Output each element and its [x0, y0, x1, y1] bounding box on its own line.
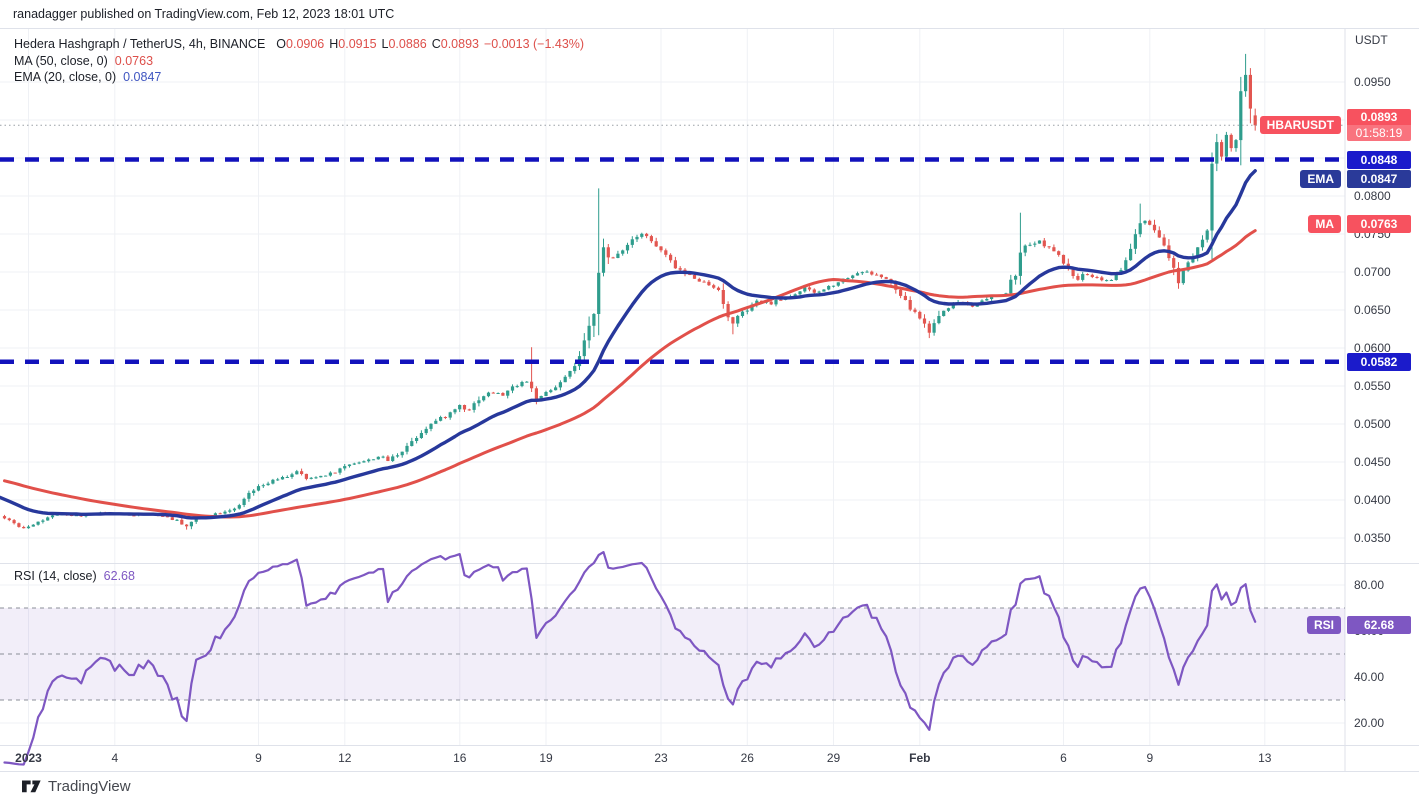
time-tick-label: 13	[1258, 751, 1272, 765]
ema-tag: EMA	[1300, 170, 1341, 189]
price-tick-label: 0.0800	[1354, 189, 1391, 203]
candles	[2, 53, 1257, 530]
rsi-line	[3, 551, 1257, 766]
price-tick-label: 0.0700	[1354, 265, 1391, 279]
price-tick-label: 0.0600	[1354, 341, 1391, 355]
rsi-label: RSI (14, close)	[14, 569, 97, 583]
ma-badge: 0.0763	[1347, 215, 1411, 234]
price-tick-label: 0.0500	[1354, 417, 1391, 431]
ohlc-high-key: H	[329, 37, 339, 51]
time-tick-label: 2023	[15, 751, 42, 765]
ma-label: MA (50, close, 0)	[14, 53, 108, 68]
ma-tag: MA	[1308, 215, 1341, 234]
change-value: −0.0013 (−1.43%)	[483, 37, 585, 51]
rsi-tick-label: 40.00	[1354, 670, 1384, 684]
price-tick-label: 0.0650	[1354, 303, 1391, 317]
time-tick-label: 6	[1060, 751, 1067, 765]
time-tick-label: 16	[453, 751, 467, 765]
ohlc-open-value: 0.0906	[286, 37, 325, 51]
price-tick-label: 0.0450	[1354, 455, 1391, 469]
rsi-value: 62.68	[103, 569, 135, 583]
ohlc-low-key: L	[381, 37, 389, 51]
time-tick-label: 9	[1146, 751, 1153, 765]
time-tick-label: 26	[741, 751, 755, 765]
last-price-badge: 0.0893 01:58:19	[1347, 109, 1411, 142]
ma-value: 0.0763	[114, 53, 154, 68]
level2-badge: 0.0582	[1347, 352, 1411, 371]
main-legend[interactable]: Hedera Hashgraph / TetherUS, 4h, BINANCE…	[14, 36, 584, 86]
ema-badge: 0.0847	[1347, 169, 1411, 188]
candle-countdown: 01:58:19	[1347, 125, 1411, 142]
price-tick-label: 0.0350	[1354, 531, 1391, 545]
ohlc-close-value: 0.0893	[440, 37, 479, 51]
ma-line	[3, 229, 1257, 519]
ma-legend-row[interactable]: MA (50, close, 0) 0.0763	[14, 53, 584, 70]
time-tick-label: 4	[111, 751, 118, 765]
time-axis[interactable]: 2023 4 9 12 16 19 23 26 29 Feb 6 9 13	[15, 751, 1272, 765]
grid	[0, 28, 1345, 745]
time-tick-label: Feb	[909, 751, 930, 765]
rsi-legend-row[interactable]: RSI (14, close) 62.68	[14, 569, 135, 583]
tradingview-footer-link[interactable]: TradingView	[22, 778, 131, 795]
symbol-price-tag: HBARUSDT	[1259, 116, 1341, 135]
price-axis-currency: USDT	[1355, 33, 1388, 47]
price-tick-label: 0.0550	[1354, 379, 1391, 393]
ohlc-low-value: 0.0886	[388, 37, 427, 51]
time-tick-label: 29	[827, 751, 841, 765]
ema-value: 0.0847	[123, 70, 162, 84]
last-price-value: 0.0893	[1347, 109, 1411, 126]
level1-badge: 0.0848	[1347, 150, 1411, 169]
price-tick-label: 0.0950	[1354, 75, 1391, 89]
ema-line	[0, 169, 1257, 520]
rsi-band	[0, 607, 1345, 701]
ema-legend-row[interactable]: EMA (20, close, 0) 0.0847	[14, 69, 584, 86]
ohlc-high-value: 0.0915	[338, 37, 377, 51]
tradingview-logo-icon	[22, 779, 41, 794]
pane-frame	[0, 28, 1419, 772]
ohlc-close-key: C	[431, 37, 441, 51]
time-tick-label: 9	[255, 751, 262, 765]
ohlc-open-key: O	[276, 37, 287, 51]
symbol-title: Hedera Hashgraph / TetherUS, 4h, BINANCE	[14, 37, 266, 51]
symbol-legend-row[interactable]: Hedera Hashgraph / TetherUS, 4h, BINANCE…	[14, 36, 584, 53]
ema-label: EMA (20, close, 0)	[14, 70, 117, 84]
rsi-tick-label: 20.00	[1354, 716, 1384, 730]
rsi-tag: RSI	[1306, 615, 1341, 634]
time-tick-label: 23	[654, 751, 668, 765]
time-tick-label: 12	[338, 751, 352, 765]
price-tick-label: 0.0400	[1354, 493, 1391, 507]
time-tick-label: 19	[539, 751, 553, 765]
rsi-tick-label: 80.00	[1354, 578, 1384, 592]
rsi-badge: 62.68	[1347, 615, 1411, 634]
byline: ranadagger published on TradingView.com,…	[13, 7, 395, 21]
tradingview-logo-text: TradingView	[48, 778, 131, 795]
